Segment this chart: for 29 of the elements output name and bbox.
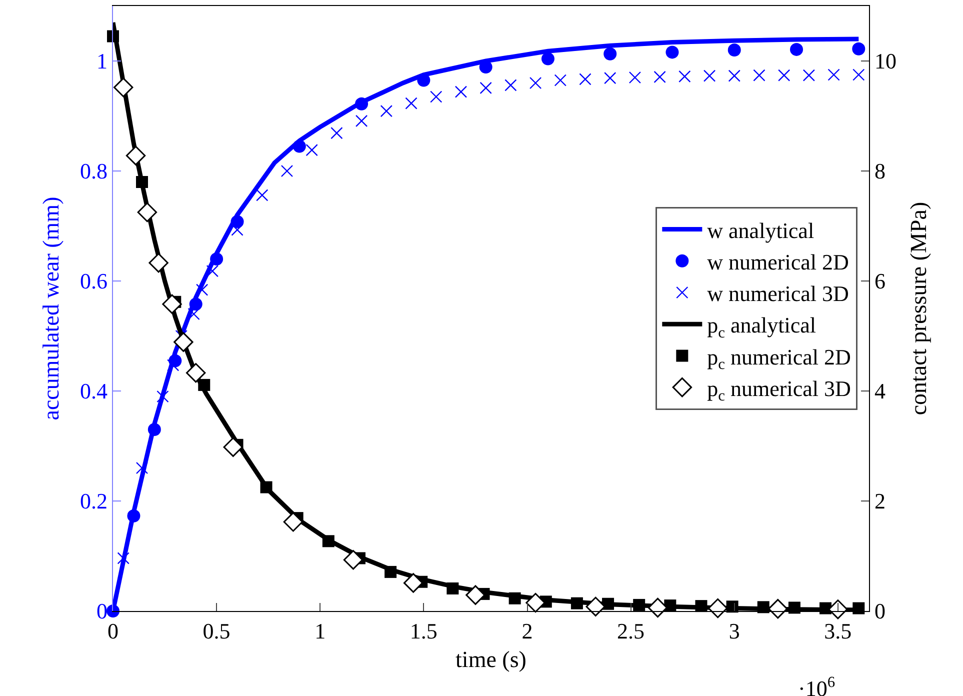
legend-label: p$_{c}$ numerical 3D (707, 376, 851, 404)
y2-tick-label: 10 (874, 48, 896, 74)
x-tick-label: 3.5 (824, 618, 852, 644)
x-tick-label: 0.5 (202, 618, 230, 644)
y2-axis-title: contact pressure (MPa) (906, 202, 932, 416)
text: ·10$^{6}$ (798, 674, 836, 696)
y-tick-label: 0 (96, 598, 108, 624)
legend-label: p$_{c}$ analytical (707, 312, 816, 342)
x-tick-label: 2 (522, 618, 533, 644)
x-tick-label: 2.5 (617, 618, 645, 644)
y-tick-label: 1 (96, 48, 108, 74)
y2-tick-label: 2 (874, 488, 886, 514)
y2-tick-label: 6 (874, 268, 886, 294)
y-tick-label: 0.4 (80, 378, 108, 404)
x-tick-label: 1.5 (410, 618, 438, 644)
y-tick-label: 0.6 (80, 268, 108, 294)
legend-label: w numerical 3D (707, 281, 849, 306)
y-axis-title: accumulated wear (mm) (38, 196, 64, 420)
x-axis-title: time (s) (456, 647, 526, 672)
y2-tick-label: 4 (874, 378, 886, 404)
x-tick-label: 1 (314, 618, 326, 644)
y-tick-label: 0.8 (80, 158, 108, 184)
x-tick-label: 3 (728, 618, 740, 644)
y-tick-label: 0.2 (80, 488, 108, 514)
y2-tick-label: 0 (874, 598, 886, 624)
y2-tick-label: 8 (874, 158, 886, 184)
legend-label: p$_{c}$ numerical 2D (707, 344, 851, 373)
legend-label: w analytical (707, 218, 814, 243)
legend-label: w numerical 2D (707, 249, 849, 274)
